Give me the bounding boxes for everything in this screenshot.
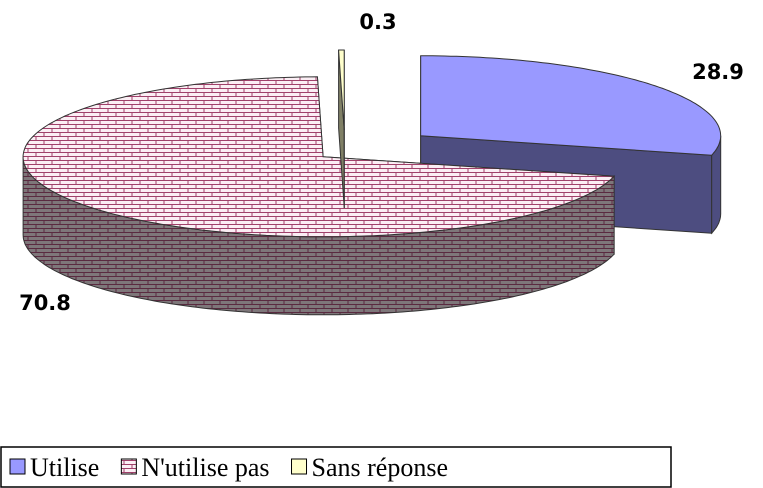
legend-swatch — [291, 458, 308, 475]
legend-label: Sans réponse — [312, 453, 448, 482]
value-label: 28.9 — [692, 60, 744, 84]
pie — [22, 49, 722, 316]
slice-top — [420, 55, 722, 156]
value-labels: 28.9 70.8 0.3 — [19, 10, 744, 315]
legend-label: N'utilise pas — [141, 453, 269, 482]
legend-box — [0, 446, 672, 488]
pie-slice — [338, 49, 345, 209]
value-label: 0.3 — [359, 10, 396, 34]
pie-slice — [22, 76, 616, 316]
legend-swatch — [120, 458, 137, 475]
legend-label: Utilise — [30, 453, 99, 482]
value-label: 70.8 — [19, 291, 71, 315]
legend-swatch — [9, 458, 26, 475]
legend: Utilise N'utilise pas Sans réponse — [9, 453, 448, 482]
slice-top — [22, 76, 616, 238]
slice-top — [338, 49, 345, 131]
